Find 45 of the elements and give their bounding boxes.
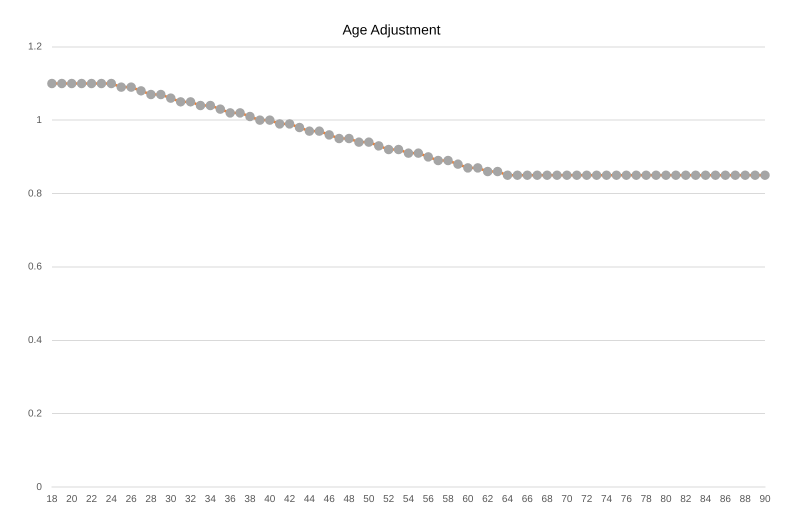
x-tick-label: 70 [561, 494, 573, 505]
x-tick-label: 18 [46, 494, 58, 505]
x-tick-label: 82 [680, 494, 692, 505]
x-tick-label: 54 [402, 494, 414, 505]
y-tick-label: 0 [36, 482, 42, 493]
x-tick-label: 48 [343, 494, 356, 505]
x-tick-label: 60 [462, 494, 474, 505]
x-tick-label: 32 [184, 494, 197, 505]
x-tick-label: 62 [482, 494, 494, 505]
x-tick-label: 42 [284, 494, 296, 505]
x-tick-label: 46 [324, 494, 336, 505]
x-tick-label: 76 [620, 494, 632, 505]
x-tick-label: 84 [700, 494, 712, 505]
x-tick-label: 24 [106, 494, 118, 505]
y-tick-label: 0.4 [28, 335, 42, 346]
x-tick-label: 38 [244, 494, 256, 505]
x-tick-label: 66 [522, 494, 534, 505]
x-tick-label: 64 [502, 494, 514, 505]
x-tick-label: 74 [600, 494, 613, 505]
y-tick-label: 1.2 [28, 42, 42, 53]
x-tick-label: 44 [304, 494, 316, 505]
x-tick-label: 28 [145, 494, 157, 505]
x-tick-label: 30 [165, 494, 177, 505]
x-tick-label: 34 [204, 494, 216, 505]
x-tick-label: 68 [542, 494, 554, 505]
y-tick-label: 0.8 [28, 188, 42, 200]
x-tick-label: 50 [363, 494, 375, 505]
y-tick-label: 0.6 [28, 262, 42, 273]
x-tick-label: 88 [740, 494, 752, 505]
x-tick-label: 52 [383, 494, 395, 505]
x-tick-label: 26 [126, 494, 138, 505]
x-tick-label: 22 [86, 494, 98, 505]
x-tick-label: 58 [442, 494, 454, 505]
x-tick-label: 90 [759, 494, 771, 505]
x-tick-label: 20 [66, 494, 78, 505]
y-tick-label: 0.2 [28, 408, 42, 420]
x-tick-label: 40 [264, 494, 276, 505]
x-tick-label: 72 [581, 494, 593, 505]
x-tick-label: 86 [720, 494, 732, 505]
x-tick-label: 78 [640, 494, 652, 505]
x-tick-label: 56 [422, 494, 434, 505]
y-tick-label: 1 [36, 114, 42, 126]
chart-title: Age Adjustment [342, 21, 441, 38]
x-tick-label: 80 [660, 494, 672, 505]
x-tick-label: 36 [224, 494, 236, 505]
